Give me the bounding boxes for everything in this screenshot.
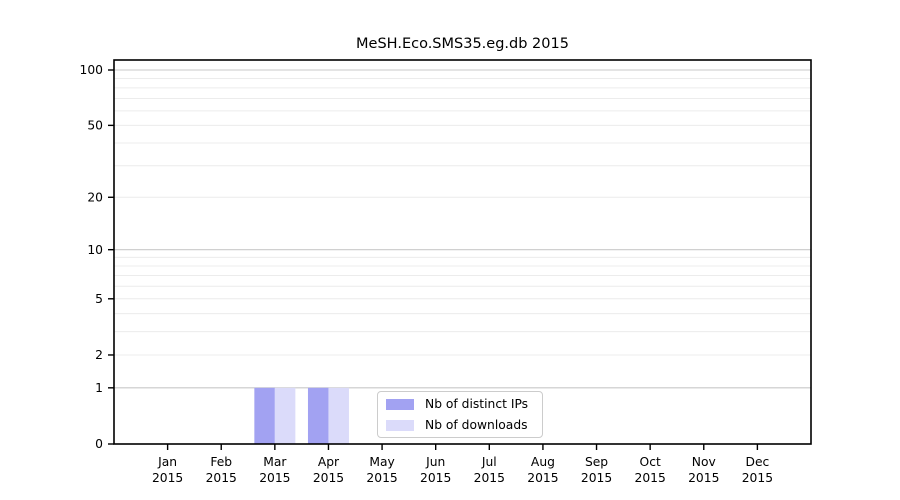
x-tick-label-year: 2015 xyxy=(474,471,505,485)
legend-row-downloads: Nb of downloads xyxy=(386,418,534,432)
y-tick-label: 50 xyxy=(87,119,103,133)
x-tick-label-year: 2015 xyxy=(206,471,237,485)
x-tick-label-year: 2015 xyxy=(152,471,183,485)
y-tick-label: 0 xyxy=(95,437,103,451)
x-tick-label-year: 2015 xyxy=(527,471,558,485)
x-tick-label-month: Sep xyxy=(585,455,608,469)
y-tick-label: 5 xyxy=(95,292,103,306)
x-tick-label-month: Aug xyxy=(531,455,555,469)
bar-distinct-ips-apr xyxy=(307,387,329,444)
x-tick-label-year: 2015 xyxy=(635,471,666,485)
x-tick-label-year: 2015 xyxy=(581,471,612,485)
x-tick-label-year: 2015 xyxy=(366,471,397,485)
chart-title: MeSH.Eco.SMS35.eg.db 2015 xyxy=(356,36,569,52)
y-tick-label: 2 xyxy=(95,348,103,362)
bar-downloads-apr xyxy=(328,387,349,444)
y-tick-label: 20 xyxy=(87,190,103,204)
x-tick-label-month: Oct xyxy=(640,455,661,469)
x-tick-label-month: May xyxy=(369,455,394,469)
x-tick-label-month: Feb xyxy=(210,455,232,469)
plot-box xyxy=(113,59,812,445)
x-tick-label-year: 2015 xyxy=(688,471,719,485)
x-tick-label-year: 2015 xyxy=(420,471,451,485)
x-tick-label-year: 2015 xyxy=(313,471,344,485)
legend: Nb of distinct IPs Nb of downloads xyxy=(377,391,543,438)
y-tick-label: 10 xyxy=(87,243,103,257)
x-tick-label-year: 2015 xyxy=(742,471,773,485)
x-tick-label-month: Jan xyxy=(157,455,177,469)
legend-row-distinct-ips: Nb of distinct IPs xyxy=(386,397,534,411)
y-tick-label: 1 xyxy=(95,381,103,395)
legend-label-distinct-ips: Nb of distinct IPs xyxy=(425,397,529,411)
bar-downloads-mar xyxy=(274,387,296,444)
legend-swatch-downloads-icon xyxy=(386,419,414,431)
x-tick-label-year: 2015 xyxy=(259,471,290,485)
y-tick-label: 100 xyxy=(80,63,103,77)
x-tick-label-month: Dec xyxy=(745,455,769,469)
x-tick-label-month: Jul xyxy=(481,455,497,469)
x-tick-label-month: Mar xyxy=(263,455,287,469)
bar-distinct-ips-mar xyxy=(254,387,275,444)
x-tick-label-month: Apr xyxy=(318,455,340,469)
legend-label-downloads: Nb of downloads xyxy=(425,418,528,432)
legend-swatch-distinct-ips-icon xyxy=(386,398,414,410)
x-tick-label-month: Nov xyxy=(692,455,716,469)
x-tick-label-month: Jun xyxy=(425,455,445,469)
